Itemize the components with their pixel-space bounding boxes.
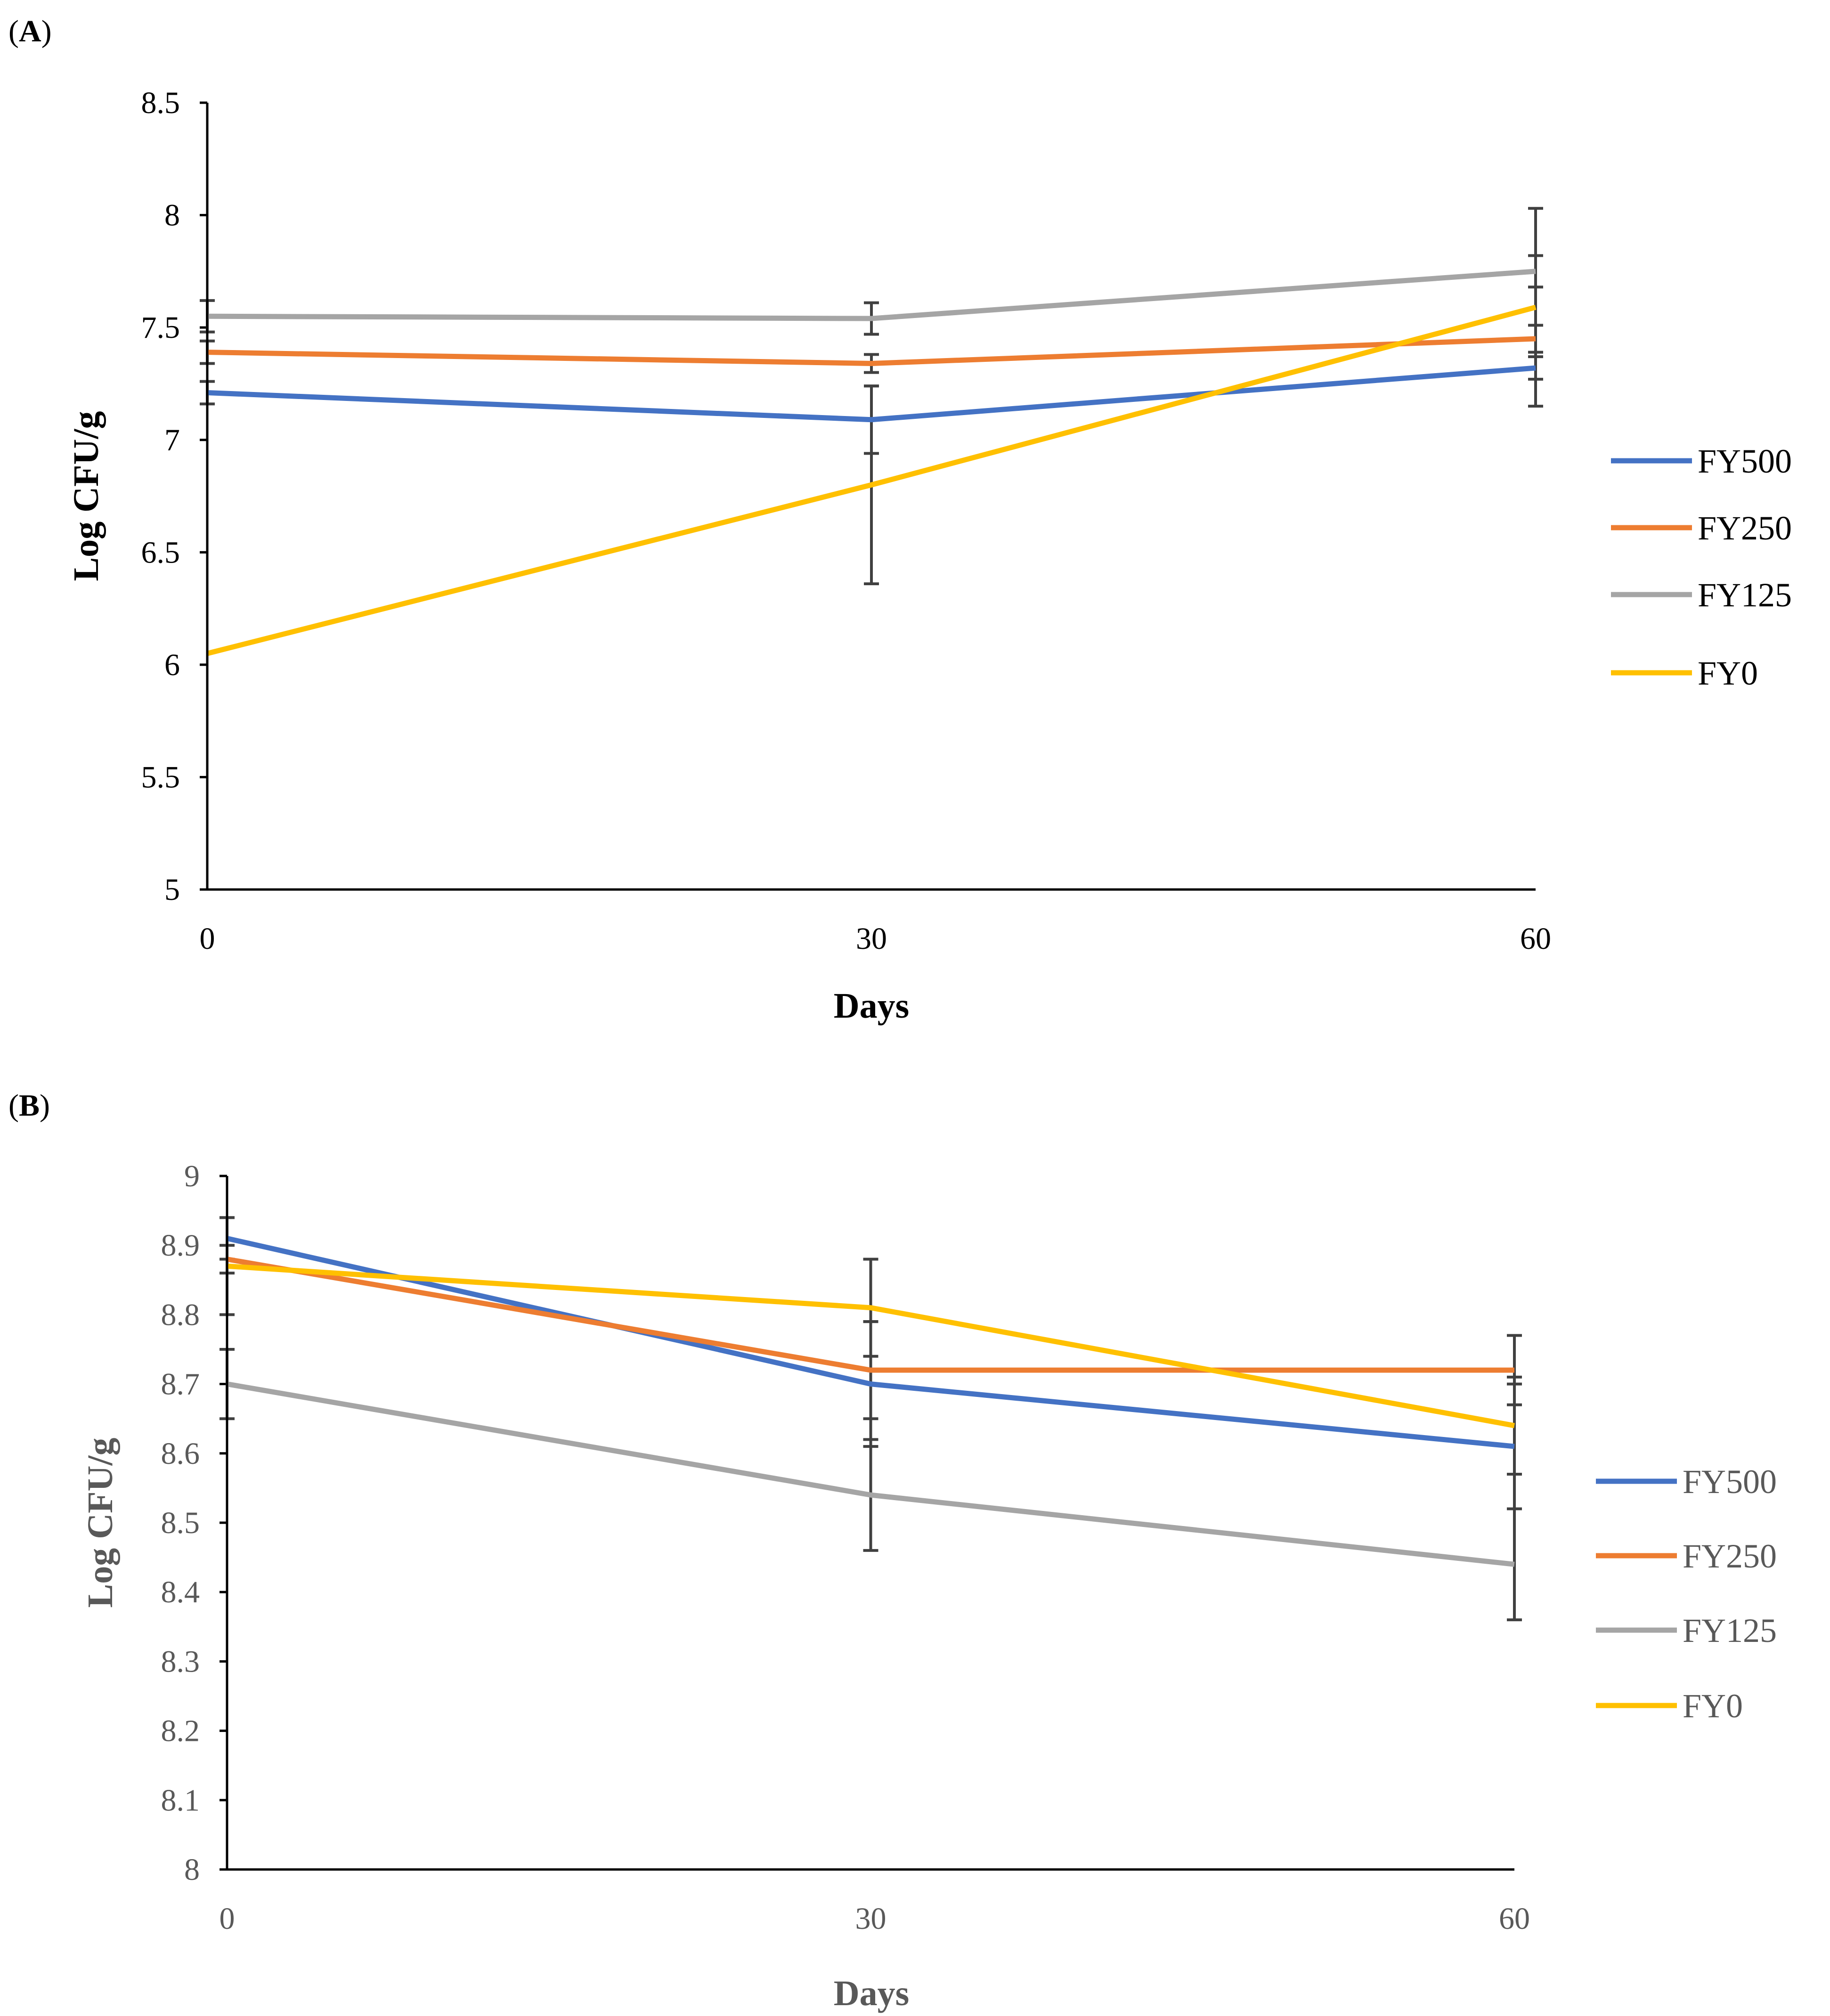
- x-tick-labels-a: 0 30 60: [200, 922, 1552, 956]
- legend-label: FY500: [1683, 1463, 1777, 1501]
- series-line-fy500: [207, 365, 1536, 423]
- panel-label-a: (A): [8, 14, 52, 49]
- x-tick-label: 30: [855, 1902, 887, 1936]
- legend-item-fy125: FY125: [1611, 576, 1792, 614]
- chart-panel-b: (B) 88.18.28.38.48.58.68.78.88.99 0 30 60 …: [8, 1088, 1777, 2013]
- legend-label: FY125: [1683, 1612, 1777, 1649]
- y-tick-label: 8: [164, 198, 180, 233]
- legend-item-fy250: FY250: [1596, 1537, 1777, 1575]
- y-tick-label: 8.2: [161, 1714, 200, 1748]
- y-tick-label: 9: [184, 1159, 200, 1193]
- y-tick-label: 5.5: [141, 760, 180, 794]
- plot-area-a: [200, 207, 1543, 656]
- series-line-fy250: [227, 1257, 1514, 1373]
- y-axis-ticks-a: [200, 101, 207, 891]
- legend-label: FY0: [1683, 1687, 1743, 1725]
- y-tick-label: 8.7: [161, 1367, 200, 1402]
- y-tick-label: 8.3: [161, 1644, 200, 1679]
- legend-item-fy250: FY250: [1611, 509, 1792, 547]
- legend-label: FY250: [1683, 1537, 1777, 1575]
- y-tick-label: 8.9: [161, 1228, 200, 1263]
- x-tick-label: 60: [1520, 922, 1551, 956]
- x-tick-label: 0: [200, 922, 215, 956]
- y-axis-title-b: Log CFU/g: [81, 1438, 120, 1608]
- series-line-fy500: [226, 1236, 1515, 1449]
- legend-label: FY125: [1698, 576, 1792, 614]
- legend-item-fy500: FY500: [1611, 442, 1792, 480]
- panel-label-b: (B): [8, 1088, 50, 1123]
- series-line-fy0: [206, 304, 1537, 656]
- series-line-fy0: [227, 1263, 1515, 1428]
- x-tick-labels-b: 0 30 60: [220, 1902, 1530, 1936]
- y-tick-label: 8: [184, 1853, 200, 1887]
- series-line-fy250: [207, 336, 1536, 366]
- legend-item-fy0: FY0: [1611, 654, 1758, 692]
- y-tick-label: 8.5: [141, 86, 180, 120]
- x-tick-label: 0: [220, 1902, 235, 1936]
- y-tick-labels-b: 8 8.1 8.2 8.3 8.4 8.5 8.6 8.7 8.8 8.9 9: [161, 1159, 200, 1887]
- y-tick-label: 6: [164, 648, 180, 682]
- legend-label: FY250: [1698, 509, 1792, 547]
- legend-item-fy125: FY125: [1596, 1612, 1777, 1649]
- series-line-fy125: [207, 269, 1536, 321]
- legend-a: FY500 FY250 FY125 FY0: [1611, 442, 1792, 692]
- y-tick-label: 7.5: [141, 310, 180, 345]
- y-tick-label: 8.8: [161, 1298, 200, 1332]
- y-tick-label: 6.5: [141, 535, 180, 570]
- y-tick-labels-a: 5 5.5 6 6.5 7 7.5 8 8.5: [141, 86, 180, 907]
- legend-item-fy0: FY0: [1596, 1687, 1743, 1725]
- chart-panel-a: (A) 5 5.5 6 6.5 7 7.5 8 8.5 0 30 60 Days Log CFU/…: [8, 14, 1792, 1026]
- y-tick-label: 5: [164, 873, 180, 907]
- x-axis-title-a: Days: [834, 986, 909, 1026]
- x-tick-label: 30: [856, 922, 887, 956]
- legend-label: FY500: [1698, 442, 1792, 480]
- y-tick-label: 8.1: [161, 1783, 200, 1818]
- y-tick-label: 8.6: [161, 1437, 200, 1471]
- x-tick-label: 60: [1499, 1902, 1530, 1936]
- y-axis-title-a: Log CFU/g: [66, 411, 106, 581]
- series-line-fy125: [227, 1381, 1515, 1567]
- legend-label: FY0: [1698, 654, 1758, 692]
- y-tick-label: 8.4: [161, 1575, 200, 1609]
- plot-area-b: [220, 1216, 1522, 1622]
- legend-item-fy500: FY500: [1596, 1463, 1777, 1501]
- legend-b: FY500 FY250 FY125 FY0: [1596, 1463, 1777, 1725]
- y-tick-label: 7: [164, 423, 180, 457]
- x-axis-title-b: Days: [834, 1974, 909, 2013]
- y-tick-label: 8.5: [161, 1506, 200, 1540]
